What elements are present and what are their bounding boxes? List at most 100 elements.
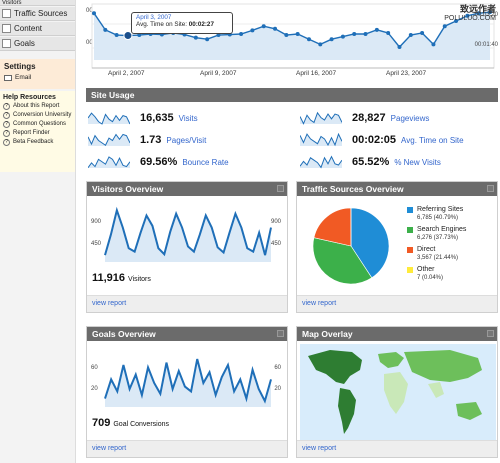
data-point[interactable] (352, 32, 357, 36)
help-link-conversion-university[interactable]: ? Conversion University (3, 112, 72, 119)
help-resources: Help Resources ? About this Report ? Con… (0, 91, 75, 172)
metric-label[interactable]: Pages/Visit (166, 135, 207, 145)
data-point[interactable] (239, 32, 244, 36)
pin-icon[interactable] (277, 330, 284, 337)
pin-icon[interactable] (277, 185, 284, 192)
data-point[interactable] (137, 33, 142, 38)
sidebar-item-content[interactable]: Content (0, 22, 75, 36)
data-point[interactable] (114, 33, 119, 38)
legend-name: Direct (417, 246, 436, 253)
data-point[interactable] (306, 37, 311, 42)
legend-swatch (407, 207, 413, 213)
metric-label[interactable]: Avg. Time on Site (401, 135, 464, 145)
map-overlay-panel: Map Overlay view report (296, 326, 498, 458)
metric-avg-time[interactable]: 00:02:05 Avg. Time on Site (300, 130, 500, 150)
data-point[interactable] (363, 32, 368, 36)
data-point[interactable] (420, 30, 425, 35)
data-point[interactable] (374, 27, 379, 32)
avg-time-chart[interactable]: 00:03:20 00:01:40 April 2, 2007 April 9,… (86, 0, 500, 80)
hovered-point[interactable] (123, 31, 133, 41)
data-point[interactable] (103, 27, 108, 32)
help-link-common-questions[interactable]: ? Common Questions (3, 121, 72, 128)
data-point[interactable] (431, 42, 436, 47)
map-view-report-link[interactable]: view report (297, 440, 497, 457)
date-tick: April 23, 2007 (386, 70, 427, 77)
metric-visits[interactable]: 16,635 Visits (88, 108, 288, 128)
pie-slice[interactable] (312, 237, 373, 285)
help-link-about[interactable]: ? About this Report (3, 103, 72, 110)
legend-other: Other 7 (0.04%) (407, 266, 497, 282)
metric-bounce-rate[interactable]: 69.56% Bounce Rate (88, 152, 288, 172)
watermark-line2: POLULUO.COM (444, 15, 496, 22)
help-link-report-finder[interactable]: ? Report Finder (3, 130, 72, 137)
help-link-beta-feedback[interactable]: ? Beta Feedback (3, 139, 72, 146)
series-line (300, 155, 342, 169)
legend-name: Search Engines (417, 226, 467, 233)
pin-icon[interactable] (487, 330, 494, 337)
data-point[interactable] (386, 30, 391, 35)
data-point[interactable] (329, 37, 334, 42)
y-tick: 60 (91, 365, 98, 371)
data-point[interactable] (295, 32, 300, 36)
data-point[interactable] (340, 34, 345, 39)
data-point[interactable] (488, 10, 492, 15)
goals-view-report-link[interactable]: view report (87, 440, 287, 457)
email-link[interactable]: Email (4, 74, 71, 81)
tooltip-value: 00:02:27 (188, 21, 214, 28)
series-area (300, 112, 342, 124)
legend-referring: Referring Sites 6,785 (40.79%) (407, 206, 497, 222)
series-line (104, 206, 272, 257)
y-tick: 450 (91, 241, 102, 247)
sidebar-item-traffic-sources[interactable]: Traffic Sources (0, 7, 75, 21)
watermark: 致远作者 POLULUO.COM (444, 4, 496, 24)
world-map[interactable] (300, 344, 496, 440)
series-area (94, 12, 490, 60)
visitors-overview-panel: Visitors Overview 900 450 900 450 11,916… (86, 181, 288, 313)
metric-label[interactable]: Pageviews (390, 113, 430, 123)
data-point[interactable] (465, 13, 470, 18)
metric-label[interactable]: Visits (178, 113, 198, 123)
pin-icon[interactable] (487, 185, 494, 192)
metric-pages-per-visit[interactable]: 1.73 Pages/Visit (88, 130, 288, 150)
visitors-overview-title: Visitors Overview (87, 182, 287, 196)
visitors-view-report-link[interactable]: view report (87, 295, 287, 312)
data-point[interactable] (397, 45, 402, 49)
series-line (88, 156, 130, 169)
metric-pageviews[interactable]: 28,827 Pageviews (300, 108, 500, 128)
data-point[interactable] (273, 26, 278, 31)
tooltip-label: Avg. Time on Site: (136, 21, 187, 28)
goals-total-label: Goal Conversions (113, 421, 169, 428)
data-point[interactable] (92, 11, 96, 16)
sidebar-item-visitors[interactable]: Visitors (0, 0, 75, 6)
data-point[interactable] (261, 24, 266, 29)
data-point[interactable] (205, 37, 210, 42)
data-point[interactable] (476, 11, 481, 16)
visitors-total-value: 11,916 (92, 272, 126, 284)
data-point[interactable] (318, 42, 323, 47)
tooltip-date: April 3, 2007 (136, 14, 172, 21)
visitors-total-label: Visitors (128, 276, 151, 283)
metric-new-visits[interactable]: 65.52% % New Visits (300, 152, 500, 172)
help-link-label: Conversion University (13, 112, 72, 118)
pageviews-sparkline (300, 111, 342, 125)
data-point[interactable] (216, 33, 221, 38)
traffic-sources-icon (2, 9, 11, 18)
metric-label[interactable]: Bounce Rate (182, 157, 229, 167)
metric-value: 16,635 (140, 112, 174, 124)
sidebar-item-goals[interactable]: Goals (0, 37, 75, 51)
data-point[interactable] (284, 33, 289, 38)
metric-label[interactable]: % New Visits (394, 157, 441, 167)
y-tick-top-right: 00:03:20 (474, 12, 498, 18)
data-point[interactable] (250, 28, 255, 33)
series-area (88, 113, 130, 124)
visitors-total: 11,916 Visitors (92, 272, 151, 284)
data-point[interactable] (442, 24, 447, 29)
traffic-view-report-link[interactable]: view report (297, 295, 497, 312)
series-area (105, 359, 271, 407)
data-point[interactable] (193, 35, 198, 40)
data-point[interactable] (454, 19, 459, 23)
data-point[interactable] (408, 33, 413, 38)
pie-slice[interactable] (313, 207, 352, 247)
y-tick: 20 (274, 386, 281, 392)
